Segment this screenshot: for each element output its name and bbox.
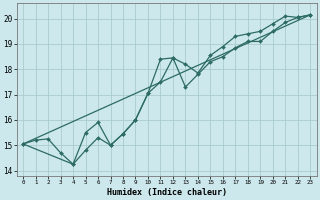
X-axis label: Humidex (Indice chaleur): Humidex (Indice chaleur) xyxy=(107,188,227,197)
